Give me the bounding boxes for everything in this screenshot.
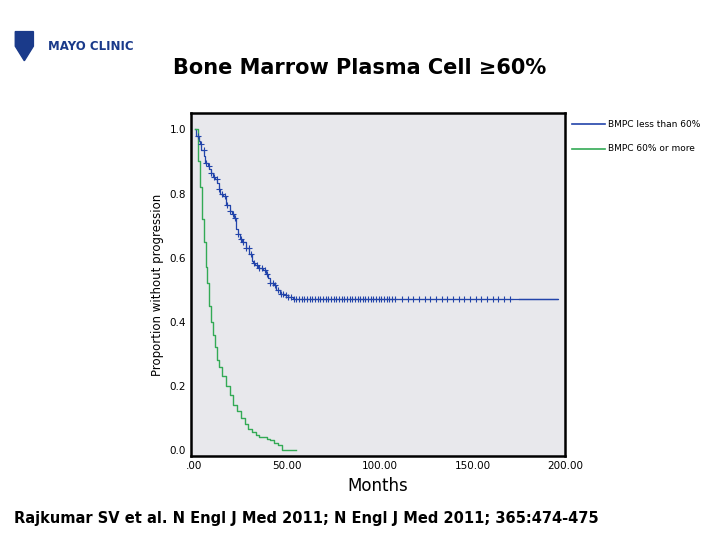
Text: Bone Marrow Plasma Cell ≥60%: Bone Marrow Plasma Cell ≥60% xyxy=(174,58,546,78)
Polygon shape xyxy=(15,31,33,60)
X-axis label: Months: Months xyxy=(348,477,408,495)
Text: MAYO CLINIC: MAYO CLINIC xyxy=(48,39,133,53)
Text: BMPC less than 60%: BMPC less than 60% xyxy=(608,120,701,129)
Text: Rajkumar SV et al. N Engl J Med 2011; N Engl J Med 2011; 365:474-475: Rajkumar SV et al. N Engl J Med 2011; N … xyxy=(14,511,599,526)
Y-axis label: Proportion without progression: Proportion without progression xyxy=(151,194,164,376)
Text: BMPC 60% or more: BMPC 60% or more xyxy=(608,144,696,153)
